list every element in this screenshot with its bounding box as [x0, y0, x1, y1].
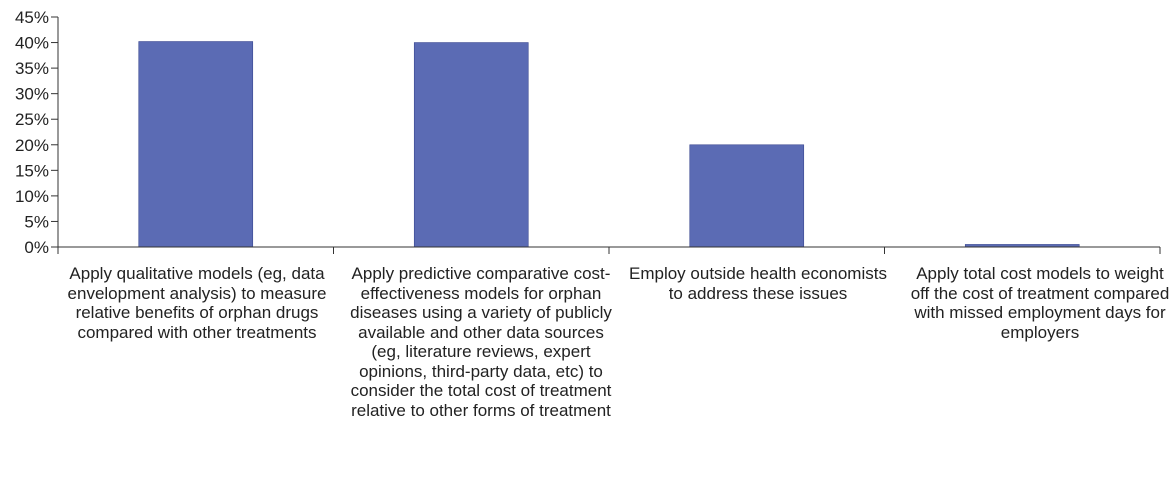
category-label-3: Employ outside health economists to addr… [629, 264, 887, 303]
bar-3 [689, 144, 805, 248]
y-tick-label: 35% [15, 59, 49, 78]
y-tick-label: 40% [15, 34, 49, 53]
y-tick-label: 10% [15, 187, 49, 206]
category-label-4: Apply total cost models to weight off th… [910, 264, 1170, 342]
y-tick-label: 15% [15, 161, 49, 180]
y-tick-label: 45% [15, 8, 49, 27]
x-axis [57, 246, 1161, 254]
y-tick-label: 20% [15, 136, 49, 155]
category-label-1: Apply qualitative models (eg, data envel… [67, 264, 327, 342]
bar-2 [413, 42, 529, 248]
category-label-2: Apply predictive comparative cost-effect… [350, 264, 612, 420]
y-tick-label: 5% [24, 212, 49, 231]
y-axis: 0% 5% 10% 15% 20% 25% 30% 35% 40% 45% [15, 8, 59, 257]
bar-1 [138, 41, 254, 248]
y-tick-label: 0% [24, 238, 49, 257]
bars [138, 41, 1080, 248]
y-tick-label: 30% [15, 85, 49, 104]
y-tick-label: 25% [15, 110, 49, 129]
